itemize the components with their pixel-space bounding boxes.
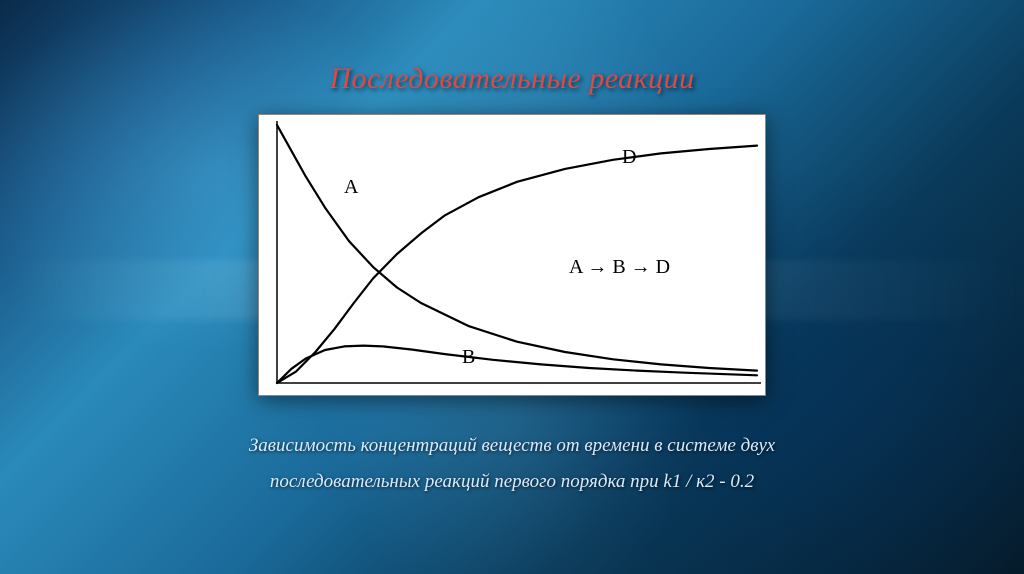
slide-title: Последовательные реакции: [329, 62, 694, 96]
curve-label: A: [344, 176, 359, 198]
concentration-chart: A D B A → B → D: [259, 115, 765, 395]
curve-label: D: [622, 146, 636, 168]
slide-caption: Зависимость концентраций веществ от врем…: [249, 428, 775, 500]
chart-container: A D B A → B → D: [258, 114, 766, 396]
reaction-scheme: A → B → D: [569, 256, 670, 278]
caption-line-1: Зависимость концентраций веществ от врем…: [249, 428, 775, 464]
caption-line-2: последовательных реакций первого порядка…: [249, 464, 775, 500]
slide-content: Последовательные реакции A D B A → B → D За…: [0, 0, 1024, 500]
curve-label: B: [462, 346, 475, 368]
